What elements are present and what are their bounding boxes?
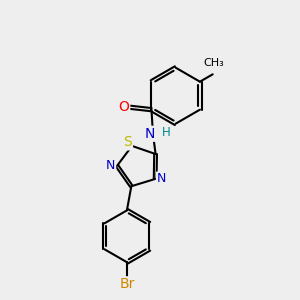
- Text: H: H: [162, 126, 171, 139]
- Text: CH₃: CH₃: [203, 58, 224, 68]
- Text: N: N: [106, 159, 115, 172]
- Text: N: N: [157, 172, 166, 185]
- Text: Br: Br: [119, 277, 135, 291]
- Text: O: O: [118, 100, 129, 114]
- Text: S: S: [123, 135, 132, 149]
- Text: N: N: [144, 127, 154, 141]
